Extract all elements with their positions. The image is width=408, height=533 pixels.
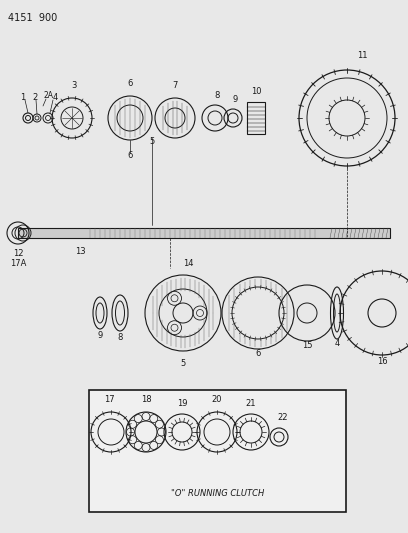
Text: 15: 15 (302, 341, 312, 350)
Text: 5: 5 (180, 359, 186, 367)
Text: 6: 6 (255, 349, 261, 358)
Text: 17: 17 (104, 395, 114, 405)
Text: 11: 11 (357, 52, 367, 61)
Text: 8: 8 (214, 91, 220, 100)
Text: 22: 22 (278, 413, 288, 422)
Text: 21: 21 (246, 400, 256, 408)
Text: 7: 7 (172, 80, 178, 90)
Text: 6: 6 (127, 78, 133, 87)
Bar (247, 102, 265, 134)
Text: 18: 18 (141, 395, 151, 405)
Text: 13: 13 (75, 246, 85, 255)
Text: 6: 6 (127, 151, 133, 160)
Text: 14: 14 (183, 259, 193, 268)
Text: 3: 3 (71, 80, 77, 90)
Text: 2: 2 (32, 93, 38, 101)
Text: 4151  900: 4151 900 (8, 13, 57, 23)
Text: 4: 4 (335, 338, 339, 348)
Text: 17A: 17A (10, 259, 26, 268)
Text: 2A: 2A (43, 92, 53, 101)
Bar (18, 228, 390, 238)
Text: "O" RUNNING CLUTCH: "O" RUNNING CLUTCH (171, 489, 264, 498)
Text: 8: 8 (118, 333, 123, 342)
Text: 9: 9 (98, 330, 103, 340)
Text: 1: 1 (20, 93, 26, 101)
Text: 5: 5 (149, 136, 155, 146)
Text: 19: 19 (177, 400, 187, 408)
Text: 16: 16 (377, 357, 387, 366)
Bar (89, 390, 346, 512)
Text: 10: 10 (251, 86, 261, 95)
Text: 20: 20 (212, 395, 222, 405)
Text: 9: 9 (233, 95, 237, 104)
Text: 4: 4 (52, 93, 58, 101)
Text: 12: 12 (13, 248, 23, 257)
